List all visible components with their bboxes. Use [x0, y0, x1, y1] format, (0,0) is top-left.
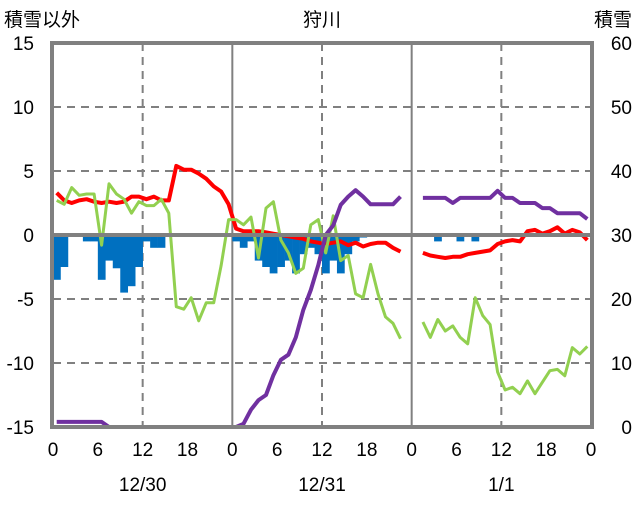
bar-series — [53, 235, 480, 293]
x-tick-label: 12 — [132, 440, 153, 461]
bar — [60, 235, 69, 267]
bar — [284, 235, 293, 261]
bar — [351, 235, 360, 242]
bar — [120, 235, 129, 293]
y-right-tick-label: 40 — [611, 162, 632, 183]
chart-title: 狩川 — [303, 9, 341, 31]
bar — [105, 235, 114, 261]
y-right-tick-label: 10 — [611, 354, 632, 375]
series-line-red — [55, 163, 402, 254]
bar — [53, 235, 61, 280]
series-line-purple — [422, 188, 589, 221]
x-tick-label: 18 — [356, 440, 377, 461]
y-left-tick-label: -15 — [7, 418, 34, 439]
series-line-green — [56, 182, 402, 340]
bar — [239, 235, 248, 248]
bar — [247, 235, 256, 242]
bar — [135, 235, 143, 267]
axes — [50, 41, 594, 429]
bar — [157, 235, 166, 248]
bar — [97, 235, 106, 280]
y-left-tick-label: 10 — [13, 98, 34, 119]
series-line-green — [421, 296, 589, 396]
y-left-tick-label: 5 — [23, 162, 34, 183]
plot-frame — [50, 41, 594, 429]
bar — [269, 235, 278, 274]
y-right-tick-label: 50 — [611, 98, 632, 119]
x-tick-label: 6 — [451, 440, 462, 461]
bar — [127, 235, 136, 287]
x-tick-label: 18 — [536, 440, 557, 461]
series-line-red — [422, 225, 589, 260]
bar — [150, 235, 158, 248]
y-left-tick-label: -5 — [17, 290, 34, 311]
x-tick-label: 6 — [93, 440, 104, 461]
x-tick-label: 0 — [586, 440, 597, 461]
bar — [232, 235, 241, 242]
bar — [299, 235, 308, 255]
x-tick-label: 0 — [227, 440, 238, 461]
bar — [262, 235, 270, 267]
bar — [112, 235, 121, 269]
right-axis-label: 積雪 — [594, 9, 632, 31]
y-left-tick-label: 15 — [13, 34, 34, 55]
y-left-tick-label: 0 — [23, 226, 34, 247]
bar — [434, 235, 442, 242]
x-tick-label: 18 — [177, 440, 198, 461]
left-axis-label: 積雪以外 — [4, 9, 80, 31]
bar — [277, 235, 285, 267]
bar — [456, 235, 465, 242]
x-tick-label: 0 — [48, 440, 59, 461]
y-right-tick-label: 20 — [611, 290, 632, 311]
x-tick-label: 6 — [272, 440, 283, 461]
y-right-tick-label: 60 — [611, 34, 632, 55]
bar — [292, 235, 300, 274]
bar — [82, 235, 91, 242]
bar — [329, 235, 338, 261]
bar — [471, 235, 480, 242]
y-right-tick-label: 0 — [621, 418, 632, 439]
bar — [90, 235, 99, 242]
date-label: 12/30 — [119, 475, 167, 496]
x-tick-label: 0 — [406, 440, 417, 461]
y-left-tick-label: -10 — [7, 354, 34, 375]
x-tick-label: 12 — [491, 440, 512, 461]
date-label: 12/31 — [298, 475, 346, 496]
date-label: 1/1 — [488, 475, 514, 496]
bar — [142, 235, 151, 242]
x-tick-label: 12 — [311, 440, 332, 461]
y-right-tick-label: 30 — [611, 226, 632, 247]
